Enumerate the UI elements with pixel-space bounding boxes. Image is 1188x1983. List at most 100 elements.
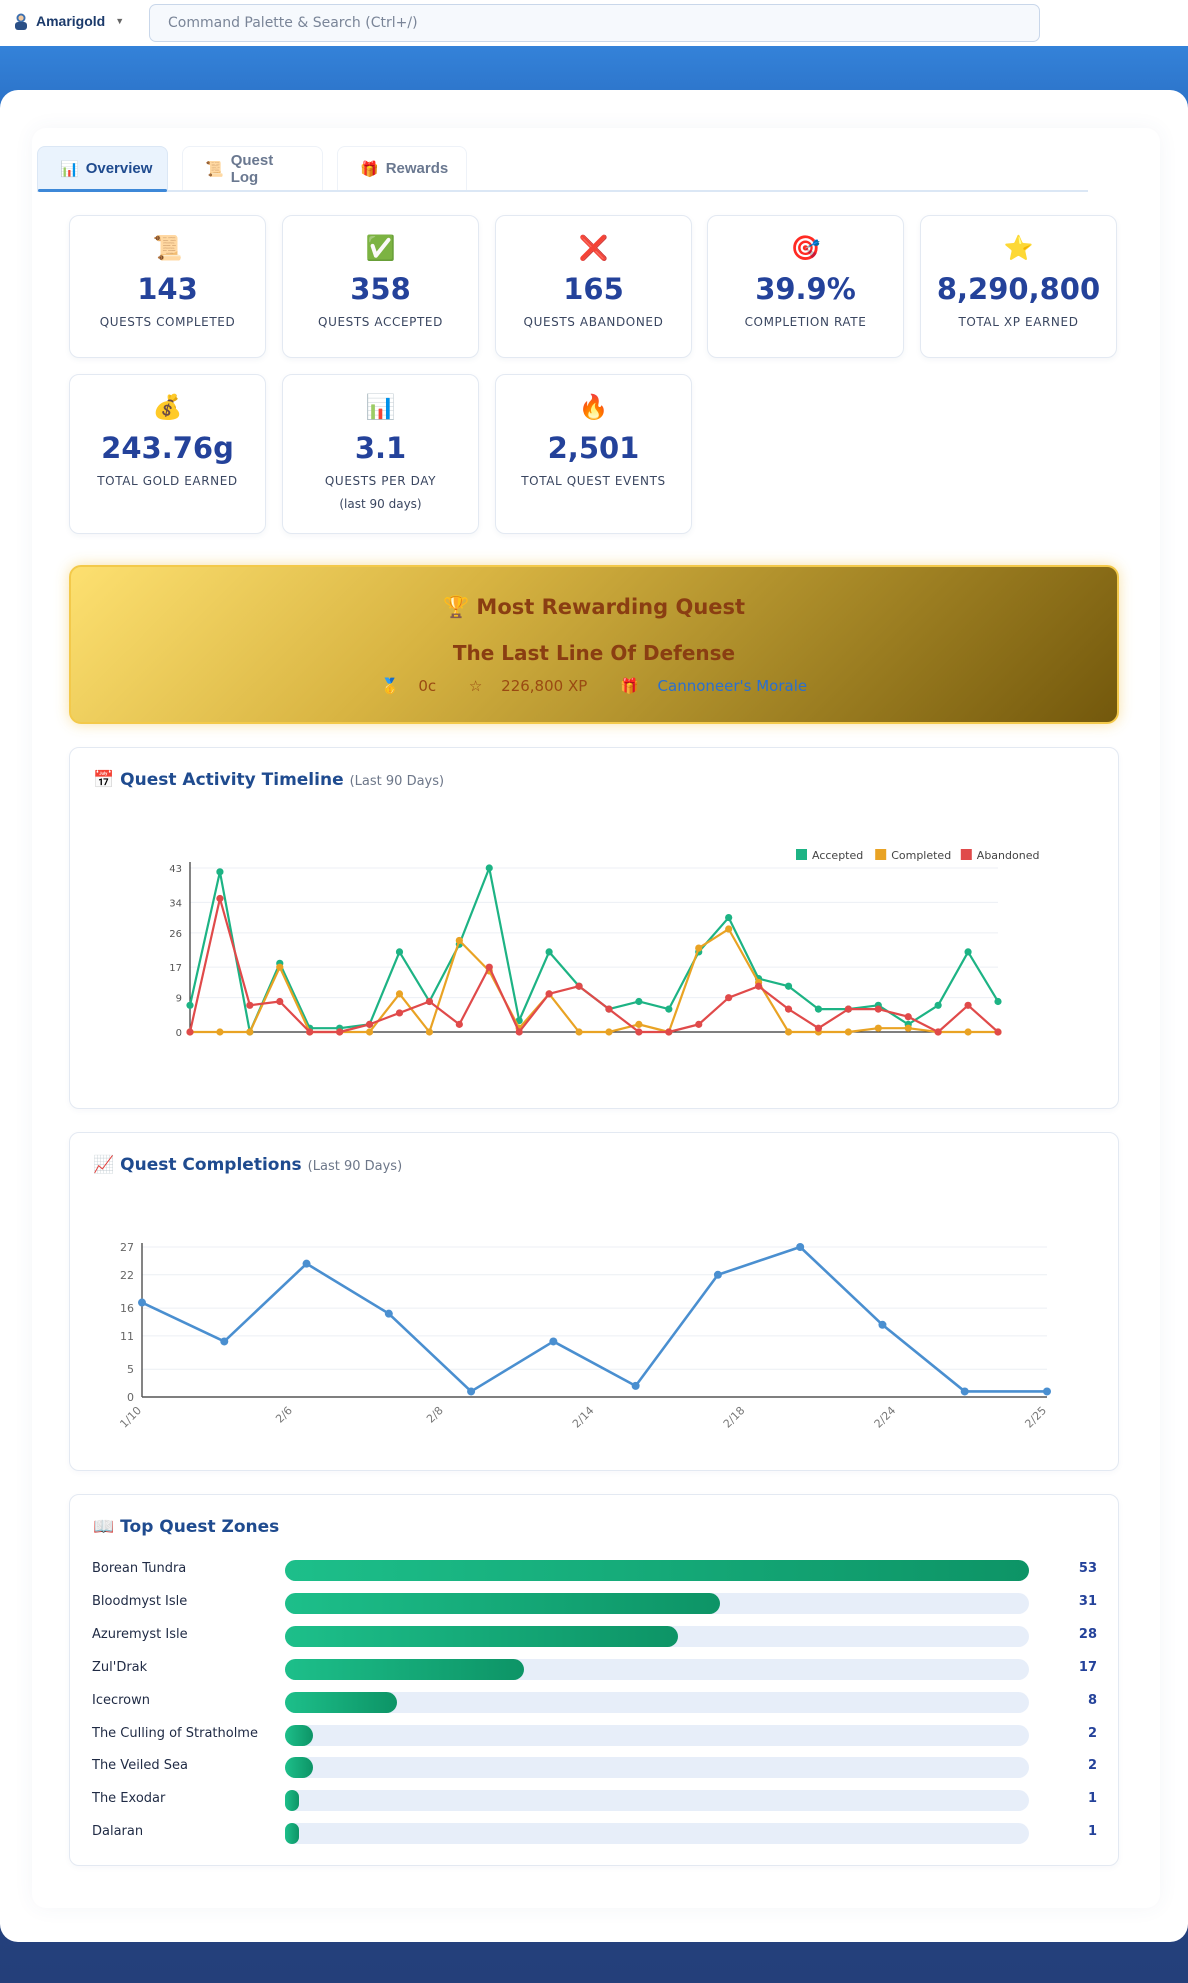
data-point <box>425 1028 434 1036</box>
data-point <box>874 1005 882 1013</box>
series-line-completed <box>190 927 998 1034</box>
stat-label: COMPLETION RATE <box>744 315 867 329</box>
stat-label: QUESTS ABANDONED <box>523 315 664 329</box>
zone-count: 28 <box>1078 1626 1097 1642</box>
gold-reward: 🥇 0c <box>374 677 443 695</box>
data-point <box>635 1028 643 1036</box>
data-point <box>302 1259 311 1268</box>
top-quest-zones-panel: 📖 Top Quest Zones Borean Tundra 53 Bloodmy… <box>69 1494 1119 1866</box>
caret-down-icon: ▼ <box>115 16 125 26</box>
zone-bar-track <box>285 1724 1029 1746</box>
data-point <box>575 982 583 990</box>
data-point <box>796 1243 805 1251</box>
stat-label: TOTAL GOLD EARNED <box>97 474 238 488</box>
panel-title: 📅 Quest Activity Timeline (Last 90 Days) <box>93 770 444 790</box>
legend-swatch <box>796 849 807 860</box>
item-reward: 🎁 Cannoneer's Morale <box>613 677 814 695</box>
data-point <box>960 1387 969 1396</box>
data-point <box>365 1028 374 1036</box>
fire-icon: 🔥 <box>578 394 609 421</box>
data-point <box>904 1024 912 1032</box>
y-tick-label: 0 <box>127 1391 134 1404</box>
legend-swatch <box>960 849 972 860</box>
zone-name: The Exodar <box>92 1791 166 1807</box>
y-tick-label: 26 <box>169 929 182 940</box>
y-tick-label: 43 <box>169 864 182 875</box>
account-name: Amarigold <box>36 13 106 29</box>
zone-bar-track <box>285 1592 1029 1614</box>
data-point <box>276 997 284 1006</box>
data-point <box>485 963 493 971</box>
zone-bar-track <box>285 1691 1029 1713</box>
stat-card-quests-abandoned: ❌ 165 QUESTS ABANDONED <box>495 215 692 358</box>
quest-name[interactable]: The Last Line Of Defense <box>452 641 736 665</box>
banner-title-text: Most Rewarding Quest <box>476 595 746 619</box>
account-switcher[interactable]: Amarigold ▼ <box>6 6 132 36</box>
y-tick-label: 22 <box>120 1269 134 1282</box>
gift-icon: 🎁 <box>360 160 379 178</box>
data-point <box>844 1028 852 1036</box>
quest-activity-timeline-panel: 📅 Quest Activity Timeline (Last 90 Days)… <box>69 747 1119 1109</box>
data-point <box>395 1009 404 1017</box>
data-point <box>904 1013 912 1021</box>
data-point <box>784 1005 793 1013</box>
data-point <box>1043 1387 1051 1396</box>
panel-title: 📈 Quest Completions (Last 90 Days) <box>93 1155 402 1175</box>
data-point <box>605 1028 613 1036</box>
zone-name: Icecrown <box>92 1692 151 1708</box>
y-tick-label: 34 <box>169 898 182 909</box>
gift-icon: 🎁 <box>620 677 639 695</box>
trend-chart-icon: 📈 <box>93 1155 115 1175</box>
bar-chart-icon: 📊 <box>365 394 396 421</box>
data-point <box>605 1005 613 1013</box>
x-tick-label: 2/8 <box>424 1404 446 1426</box>
data-point <box>635 997 643 1006</box>
zone-count: 2 <box>1087 1725 1097 1741</box>
tab-rewards[interactable]: 🎁 Rewards <box>337 146 467 190</box>
trophy-icon: 🏆 <box>442 595 470 619</box>
data-point <box>336 1028 344 1036</box>
legend-swatch <box>875 849 887 860</box>
zone-bar-fill <box>285 1823 300 1845</box>
zone-name: Bloodmyst Isle <box>92 1593 188 1609</box>
panel-title-text: Quest Activity Timeline <box>120 770 344 790</box>
data-point <box>186 1028 194 1036</box>
timeline-chart: 0 9 17 26 34 43 Accepted Completed Abandoned <box>169 849 1039 1039</box>
scroll-icon: 📜 <box>205 160 224 178</box>
zone-bar-fill <box>285 1658 524 1680</box>
data-point <box>549 1337 558 1346</box>
tab-quest-log[interactable]: 📜 Quest Log <box>182 146 323 190</box>
tab-overview[interactable]: 📊 Overview <box>37 146 168 192</box>
stat-value: 358 <box>350 272 411 306</box>
data-point <box>754 982 763 990</box>
y-tick-label: 16 <box>120 1302 134 1315</box>
data-point <box>874 1024 882 1032</box>
data-point <box>186 1001 194 1009</box>
data-point <box>784 982 793 990</box>
data-point <box>216 894 224 903</box>
data-point <box>844 1005 852 1013</box>
data-point <box>814 1005 823 1013</box>
data-point <box>994 997 1002 1006</box>
data-point <box>384 1309 393 1318</box>
data-point <box>515 1016 523 1025</box>
data-point <box>455 936 463 945</box>
legend-label: Accepted <box>812 849 863 862</box>
zone-row: Azuremyst Isle 28 <box>92 1625 1097 1647</box>
panel-title-text: Top Quest Zones <box>120 1517 280 1537</box>
data-point <box>814 1024 823 1032</box>
zone-bar-fill <box>285 1757 314 1779</box>
item-link[interactable]: Cannoneer's Morale <box>657 677 808 695</box>
data-point <box>455 1020 463 1028</box>
data-point <box>994 1028 1002 1036</box>
zone-count: 31 <box>1078 1593 1097 1609</box>
stat-label: QUESTS ACCEPTED <box>318 315 443 329</box>
search-input[interactable]: Command Palette & Search (Ctrl+/) <box>149 4 1040 42</box>
zone-row: Dalaran 1 <box>92 1822 1097 1845</box>
data-point <box>695 1020 703 1028</box>
zone-name: Dalaran <box>92 1824 144 1840</box>
data-point <box>395 948 404 956</box>
y-tick-label: 27 <box>120 1241 134 1254</box>
zone-bar-track <box>285 1625 1029 1647</box>
stat-value: 143 <box>137 272 198 306</box>
